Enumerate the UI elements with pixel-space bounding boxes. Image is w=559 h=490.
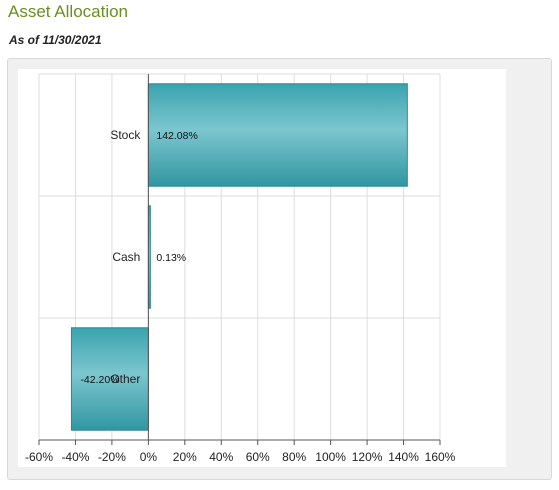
- x-tick-label: 120%: [352, 450, 383, 464]
- x-tick-label: 0%: [140, 450, 158, 464]
- x-tick-label: -20%: [98, 450, 126, 464]
- value-label-stock: 142.08%: [156, 130, 197, 142]
- category-label-other: Other: [110, 372, 140, 386]
- x-tick-label: 80%: [282, 450, 306, 464]
- value-label-cash: 0.13%: [156, 252, 186, 264]
- x-tick-label: 140%: [388, 450, 419, 464]
- category-label-stock: Stock: [110, 128, 141, 142]
- x-tick-label: 40%: [209, 450, 233, 464]
- x-tick-label: 160%: [425, 450, 456, 464]
- value-label-other: -42.20%: [80, 374, 119, 386]
- x-tick-label: 20%: [173, 450, 197, 464]
- x-tick-label: 100%: [315, 450, 346, 464]
- x-tick-label: -60%: [25, 450, 53, 464]
- category-label-cash: Cash: [112, 250, 140, 264]
- as-of-date: As of 11/30/2021: [9, 33, 102, 47]
- x-tick-label: 60%: [246, 450, 270, 464]
- page-title: Asset Allocation: [8, 2, 129, 21]
- x-tick-label: -40%: [61, 450, 89, 464]
- bar-other: [70, 327, 149, 431]
- bar-stock: [147, 83, 408, 187]
